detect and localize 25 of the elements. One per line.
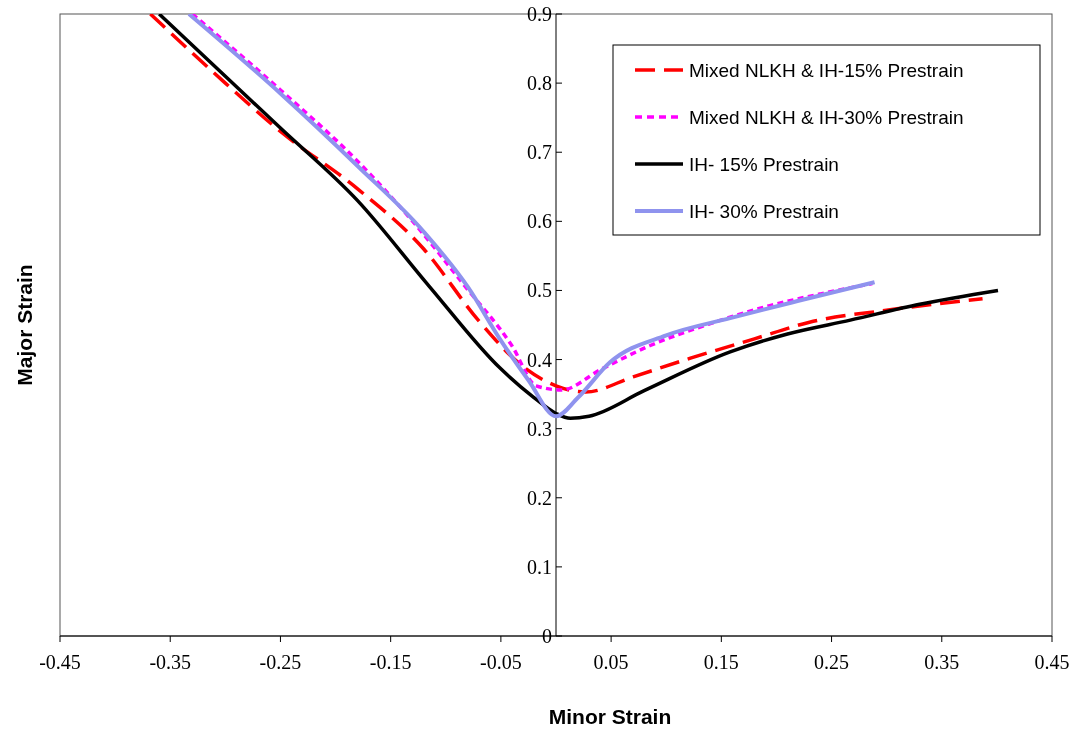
y-tick-label: 0.3 xyxy=(527,417,552,440)
y-tick-label: 0.7 xyxy=(527,141,552,164)
y-tick-label: 0.8 xyxy=(527,72,552,95)
legend-label: Mixed NLKH & IH-15% Prestrain xyxy=(689,60,964,81)
legend-label: IH- 30% Prestrain xyxy=(689,201,839,222)
x-tick-label: 0.25 xyxy=(814,651,850,673)
legend-label: Mixed NLKH & IH-30% Prestrain xyxy=(689,107,964,128)
y-axis-title: Major Strain xyxy=(13,264,36,386)
x-tick-label: 0.35 xyxy=(924,651,960,673)
y-tick-label: 0.1 xyxy=(527,555,552,578)
x-tick-label: -0.15 xyxy=(369,651,412,673)
y-tick-label: 0.6 xyxy=(527,210,552,233)
y-tick-label: 0.2 xyxy=(527,486,552,509)
y-tick-label: 0.4 xyxy=(527,348,552,371)
x-tick-label: -0.35 xyxy=(149,651,192,673)
x-tick-label: -0.05 xyxy=(480,651,522,673)
legend-label: IH- 15% Prestrain xyxy=(689,154,839,175)
x-axis-title: Minor Strain xyxy=(548,705,672,728)
x-tick-label: -0.45 xyxy=(39,651,81,673)
x-tick-label: 0.45 xyxy=(1034,651,1070,673)
y-tick-label: 0.5 xyxy=(527,279,552,302)
y-tick-label: 0.9 xyxy=(527,3,552,25)
x-tick-label: 0.05 xyxy=(593,651,629,673)
x-tick-label: 0.15 xyxy=(703,651,739,673)
x-tick-label: -0.25 xyxy=(259,651,302,673)
